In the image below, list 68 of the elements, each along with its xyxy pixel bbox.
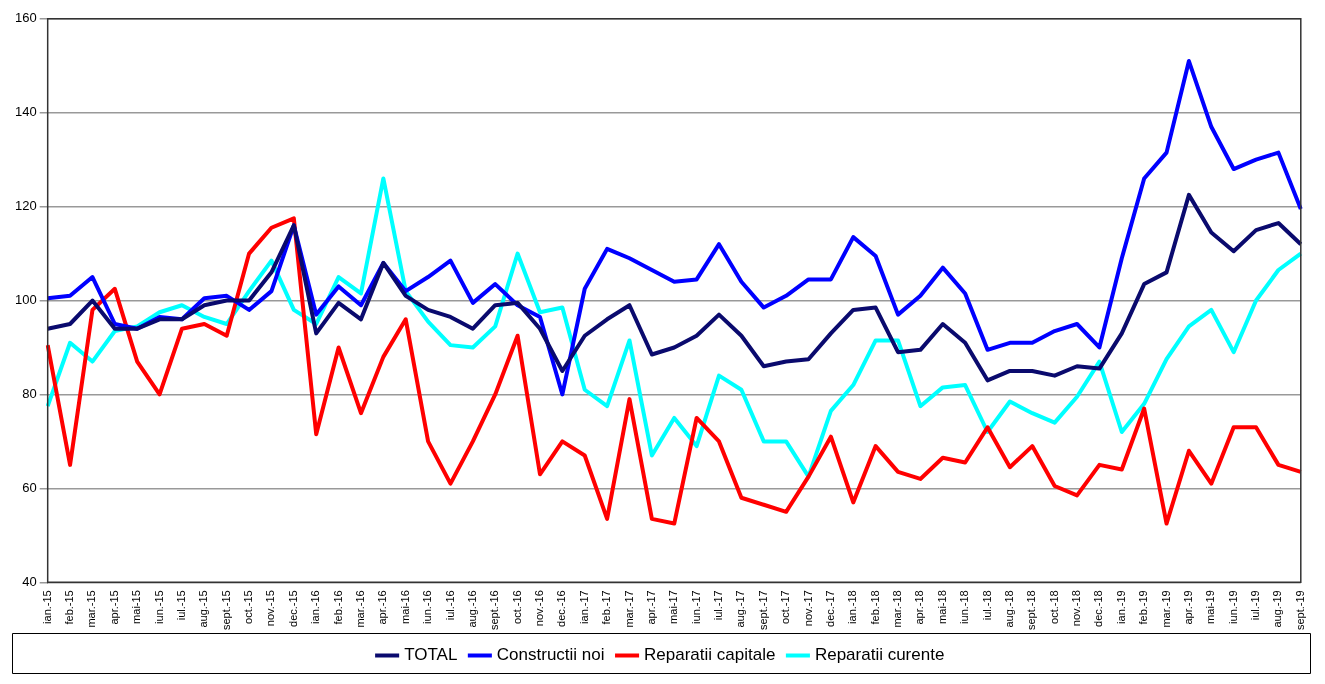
x-tick-label: iun.-17 — [689, 590, 702, 624]
x-tick-label: mai-18 — [935, 590, 948, 624]
x-tick-label: oct.-17 — [779, 590, 792, 624]
x-tick-label: iun.-18 — [958, 590, 971, 624]
x-tick-label: feb.-19 — [1137, 590, 1150, 625]
x-tick-label: mar.-16 — [354, 590, 366, 628]
x-tick-label: mai-19 — [1204, 590, 1217, 624]
x-tick-label: aug.-18 — [1002, 590, 1015, 628]
x-tick-label: sept.-17 — [756, 590, 769, 630]
x-tick-label: aug.-17 — [734, 590, 747, 628]
x-tick-label: feb.-16 — [331, 590, 344, 625]
y-tick-label: 100 — [14, 292, 37, 308]
x-tick-label: apr.-18 — [913, 590, 926, 625]
x-tick-label: iun.-19 — [1226, 590, 1239, 624]
y-tick-label: 120 — [14, 198, 37, 214]
x-tick-label: aug.-19 — [1271, 590, 1284, 628]
x-tick-label: iul.-15 — [174, 590, 187, 621]
legend-label: Constructii noi — [496, 645, 605, 665]
x-tick-label: sept.-18 — [1025, 590, 1038, 630]
legend-label: Reparatii capitale — [644, 645, 776, 665]
x-tick-label: apr.-16 — [376, 590, 389, 625]
x-tick-label: nov.-15 — [264, 590, 277, 627]
x-tick-label: aug.-15 — [197, 590, 210, 628]
x-tick-label: ian.-19 — [1114, 590, 1127, 624]
x-tick-label: mai-16 — [398, 590, 411, 624]
x-tick-label: ian.-18 — [846, 590, 859, 624]
x-tick-label: iul.-16 — [443, 590, 456, 621]
x-tick-label: iun.-16 — [421, 590, 434, 624]
x-tick-label: aug.-16 — [465, 590, 478, 628]
x-tick-label: feb.-15 — [63, 590, 76, 625]
x-tick-label: apr.-15 — [107, 590, 120, 625]
x-tick-label: oct.-15 — [242, 590, 255, 624]
x-tick-label: sept.-16 — [488, 590, 501, 630]
x-tick-label: ian.-17 — [577, 590, 590, 624]
x-tick-label: feb.-18 — [868, 590, 881, 625]
x-tick-label: iul.-19 — [1249, 590, 1262, 621]
x-tick-label: iul.-18 — [980, 590, 993, 621]
legend-label: TOTAL — [404, 645, 458, 665]
x-tick-label: dec.-18 — [1092, 590, 1105, 627]
x-tick-label: mar.-15 — [85, 590, 98, 628]
x-tick-label: ian.-15 — [40, 590, 53, 624]
x-tick-label: sept.-15 — [219, 590, 232, 630]
y-tick-label: 80 — [22, 386, 37, 402]
x-tick-label: nov.-17 — [801, 590, 814, 627]
x-tick-label: nov.-18 — [1070, 590, 1083, 627]
x-tick-label: sept.-19 — [1293, 590, 1306, 630]
x-tick-label: mar.-19 — [1159, 590, 1172, 628]
x-tick-label: mai-15 — [130, 590, 143, 624]
x-tick-label: apr.-17 — [644, 590, 657, 625]
y-tick-label: 140 — [14, 104, 37, 120]
x-tick-label: iul.-17 — [712, 590, 725, 621]
x-tick-label: dec.-17 — [823, 590, 836, 627]
x-tick-label: apr.-19 — [1181, 590, 1194, 625]
x-tick-label: nov.-16 — [533, 590, 546, 627]
y-tick-label: 60 — [22, 479, 37, 495]
x-tick-label: mar.-18 — [891, 590, 904, 628]
x-tick-label: ian.-16 — [309, 590, 322, 624]
x-tick-label: feb.-17 — [600, 590, 613, 625]
x-tick-label: oct.-18 — [1047, 590, 1060, 624]
x-tick-label: mar.-17 — [622, 590, 635, 628]
x-tick-label: iun.-15 — [152, 590, 165, 624]
legend-label: Reparatii curente — [814, 645, 945, 665]
y-tick-label: 160 — [14, 10, 37, 26]
x-tick-label: oct.-16 — [510, 590, 523, 624]
x-tick-label: mai-17 — [667, 590, 680, 624]
x-tick-label: dec.-15 — [286, 590, 299, 627]
y-tick-label: 40 — [22, 573, 37, 589]
x-tick-label: dec.-16 — [555, 590, 568, 627]
